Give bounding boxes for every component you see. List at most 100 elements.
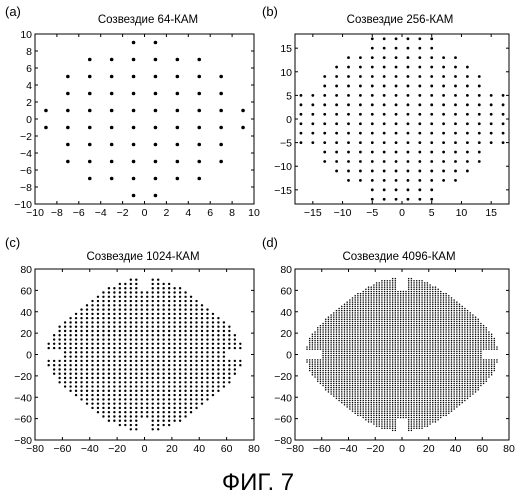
constellation-point (413, 286, 415, 288)
constellation-point (317, 333, 319, 335)
constellation-point (453, 318, 455, 320)
constellation-point (413, 421, 415, 423)
constellation-point (429, 329, 431, 331)
constellation-point (424, 329, 426, 331)
constellation-point (379, 312, 381, 314)
x-tick-label: 8 (229, 207, 235, 219)
constellation-point (373, 327, 375, 329)
constellation-point (424, 299, 426, 301)
constellation-point (440, 355, 442, 357)
constellation-point (152, 385, 154, 387)
constellation-point (352, 410, 354, 412)
constellation-point (223, 377, 225, 379)
constellation-point (346, 331, 348, 333)
constellation-point (360, 312, 362, 314)
constellation-point (157, 424, 159, 426)
constellation-point (384, 357, 386, 359)
constellation-point (146, 291, 148, 293)
constellation-point (421, 378, 423, 380)
constellation-point (430, 160, 433, 163)
constellation-point (179, 351, 181, 353)
constellation-point (368, 359, 370, 361)
constellation-point (448, 318, 450, 320)
constellation-point (395, 85, 398, 88)
constellation-point (184, 304, 186, 306)
constellation-point (445, 295, 447, 297)
constellation-point (413, 329, 415, 331)
constellation-point (376, 363, 378, 365)
constellation-point (354, 387, 356, 389)
constellation-point (392, 387, 394, 389)
constellation-point (427, 297, 429, 299)
constellation-point (352, 310, 354, 312)
constellation-point (113, 398, 115, 400)
constellation-point (440, 402, 442, 404)
constellation-point (464, 385, 466, 387)
constellation-point (419, 346, 421, 348)
constellation-point (448, 359, 450, 361)
constellation-point (157, 373, 159, 375)
constellation-point (413, 333, 415, 335)
y-tick-label: −40 (14, 392, 32, 404)
constellation-point (379, 374, 381, 376)
constellation-point (459, 359, 461, 361)
constellation-point (328, 316, 330, 318)
constellation-point (416, 331, 418, 333)
constellation-point (53, 368, 55, 370)
constellation-point (152, 334, 154, 336)
constellation-point (152, 377, 154, 379)
constellation-point (368, 299, 370, 301)
constellation-point (408, 312, 410, 314)
constellation-point (86, 402, 88, 404)
constellation-point (472, 391, 474, 393)
x-tick-label: −8 (51, 207, 63, 219)
constellation-point (407, 94, 410, 97)
constellation-point (395, 103, 398, 106)
constellation-point (357, 342, 359, 344)
constellation-point (328, 333, 330, 335)
constellation-point (418, 122, 421, 125)
constellation-point (424, 304, 426, 306)
constellation-point (219, 109, 223, 113)
constellation-point (440, 342, 442, 344)
constellation-point (325, 333, 327, 335)
constellation-point (384, 400, 386, 402)
constellation-point (381, 325, 383, 327)
constellation-point (376, 348, 378, 350)
constellation-point (219, 143, 223, 147)
constellation-point (360, 406, 362, 408)
y-tick-label: −40 (274, 392, 292, 404)
constellation-point (341, 316, 343, 318)
constellation-point (435, 376, 437, 378)
constellation-point (392, 325, 394, 327)
constellation-point (234, 334, 236, 336)
constellation-point (424, 327, 426, 329)
constellation-point (432, 318, 434, 320)
constellation-point (389, 413, 391, 415)
constellation-point (424, 421, 426, 423)
constellation-point (395, 94, 398, 97)
constellation-point (346, 357, 348, 359)
constellation-point (130, 291, 132, 293)
constellation-point (333, 314, 335, 316)
constellation-point (379, 342, 381, 344)
constellation-point (475, 383, 477, 385)
constellation-point (448, 333, 450, 335)
constellation-point (397, 385, 399, 387)
constellation-point (381, 419, 383, 421)
constellation-point (395, 353, 397, 355)
constellation-point (389, 327, 391, 329)
constellation-point (75, 317, 77, 319)
constellation-point (317, 378, 319, 380)
constellation-point (146, 407, 148, 409)
constellation-point (352, 398, 354, 400)
constellation-point (58, 360, 60, 362)
constellation-point (387, 404, 389, 406)
constellation-point (429, 421, 431, 423)
constellation-point (379, 299, 381, 301)
constellation-point (475, 338, 477, 340)
constellation-point (113, 343, 115, 345)
constellation-point (322, 361, 324, 363)
constellation-point (480, 355, 482, 357)
constellation-point (357, 344, 359, 346)
